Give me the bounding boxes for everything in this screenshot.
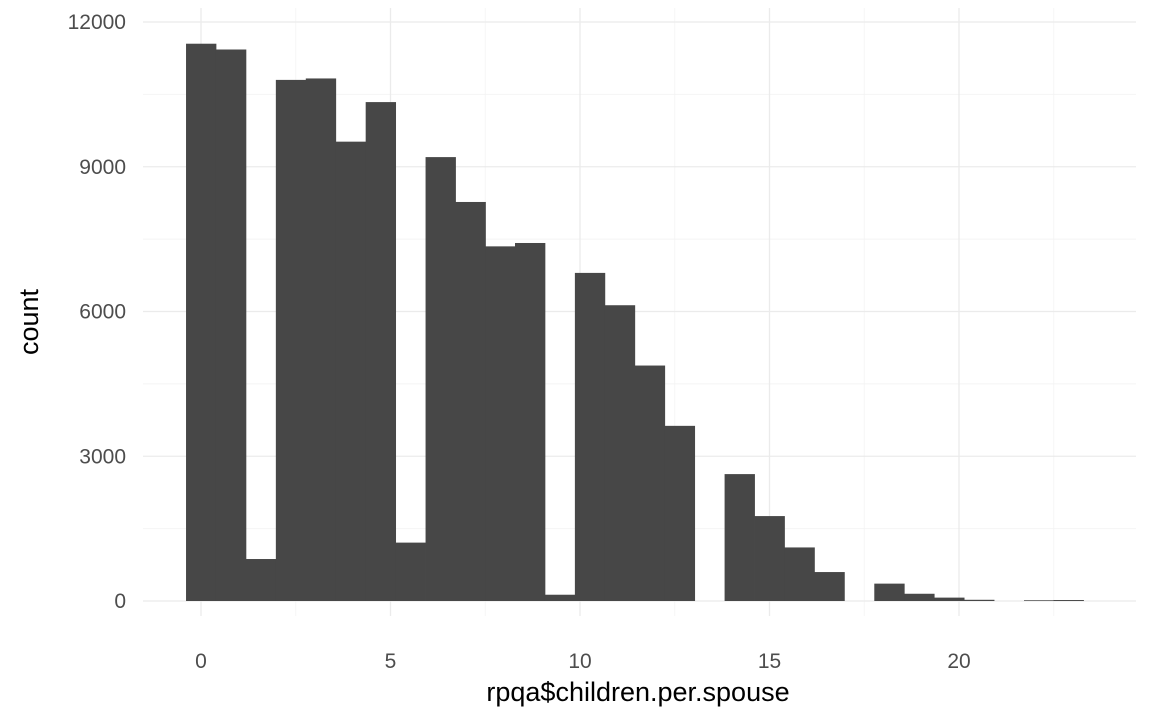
y-tick-label: 3000 (79, 445, 126, 468)
histogram-bar (1024, 600, 1055, 601)
histogram-bar (604, 305, 636, 601)
histogram-bar (754, 516, 785, 601)
y-tick-label: 9000 (79, 156, 126, 179)
x-tick-label: 10 (568, 650, 591, 673)
histogram-bar (455, 201, 486, 601)
y-axis-title: count (14, 288, 44, 355)
histogram-bar (275, 79, 307, 601)
histogram-bar (1053, 600, 1084, 601)
histogram-bar (245, 559, 277, 601)
histogram-bar (305, 78, 337, 601)
y-tick-label: 12000 (68, 11, 126, 34)
x-axis-tick-labels: 0 5 10 15 20 (195, 650, 971, 673)
x-axis-title: rpqa$children.per.spouse (486, 677, 789, 707)
x-tick-label: 20 (947, 650, 970, 673)
histogram-bar (664, 425, 696, 601)
x-tick-label: 5 (385, 650, 397, 673)
histogram-bar (964, 599, 995, 601)
histogram-bar (904, 593, 935, 601)
y-axis-tick-labels: 0 3000 6000 9000 12000 (68, 11, 126, 613)
histogram-bar (724, 474, 755, 601)
histogram-bar (574, 272, 606, 601)
histogram-bar (485, 246, 516, 602)
y-tick-label: 0 (114, 590, 126, 613)
y-tick-label: 6000 (79, 301, 126, 324)
histogram-bar (874, 583, 905, 601)
histogram-bar (425, 157, 456, 601)
histogram-bar (934, 597, 965, 601)
x-tick-label: 15 (758, 650, 781, 673)
histogram-bar (515, 242, 546, 602)
histogram-bar (634, 365, 666, 601)
histogram-bar (814, 572, 845, 601)
histogram-bar (395, 542, 426, 601)
histogram-bars (186, 43, 1084, 602)
histogram-bar (544, 594, 576, 601)
histogram-bar (365, 102, 397, 601)
histogram-bar (335, 141, 367, 601)
histogram-bar (186, 43, 217, 601)
histogram-bar (215, 49, 247, 601)
histogram-bar (784, 547, 815, 601)
x-tick-label: 0 (195, 650, 207, 673)
